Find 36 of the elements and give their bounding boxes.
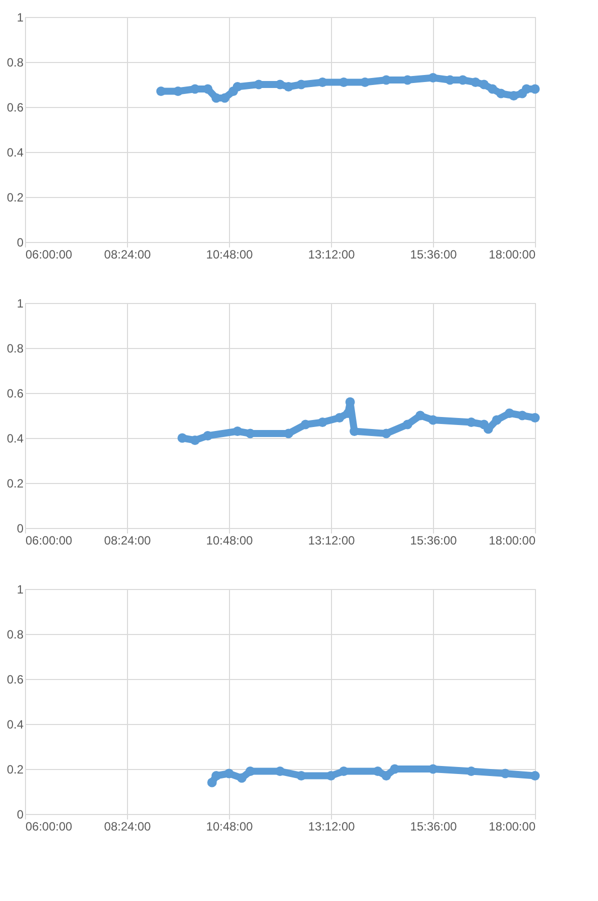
x-tick-label: 15:36:00 (410, 820, 458, 834)
y-tick-label: 0 (16, 522, 24, 536)
x-tick-label: 06:00:00 (26, 820, 73, 834)
y-tick-label: 0 (16, 236, 24, 250)
y-tick-label: 0.4 (6, 146, 24, 160)
x-tick-label: 08:24:00 (104, 820, 152, 834)
y-tick-label: 1 (16, 10, 24, 24)
x-tick-label: 15:36:00 (410, 534, 458, 548)
y-tick-label: 1 (16, 582, 24, 596)
x-tick-label: 13:12:00 (308, 248, 356, 262)
x-tick-label: 13:12:00 (308, 534, 356, 548)
x-tick-label: 10:48:00 (206, 534, 254, 548)
y-tick-label: 0.8 (6, 342, 24, 356)
y-tick-label: 0.6 (6, 672, 24, 686)
x-tick-label: 10:48:00 (206, 820, 254, 834)
x-tick-label: 08:24:00 (104, 248, 152, 262)
y-tick-label: 0.8 (6, 56, 24, 70)
x-tick-label: 06:00:00 (26, 248, 73, 262)
x-tick-label: 18:00:00 (488, 248, 536, 262)
x-tick-label: 15:36:00 (410, 248, 458, 262)
y-tick-label: 0.8 (6, 628, 24, 642)
y-tick-label: 0.2 (6, 762, 24, 776)
x-tick-label: 06:00:00 (26, 534, 73, 548)
y-tick-label: 0.6 (6, 386, 24, 400)
y-tick-label: 0.4 (6, 432, 24, 446)
y-tick-label: 0.6 (6, 100, 24, 114)
x-tick-label: 18:00:00 (488, 534, 536, 548)
y-tick-label: 1 (16, 296, 24, 310)
y-tick-label: 0.4 (6, 718, 24, 732)
y-tick-label: 0.2 (6, 190, 24, 204)
x-tick-label: 13:12:00 (308, 820, 356, 834)
x-tick-label: 18:00:00 (488, 820, 536, 834)
y-tick-label: 0.2 (6, 476, 24, 490)
x-tick-label: 08:24:00 (104, 534, 152, 548)
x-tick-label: 10:48:00 (206, 248, 254, 262)
y-tick-label: 0 (16, 808, 24, 822)
